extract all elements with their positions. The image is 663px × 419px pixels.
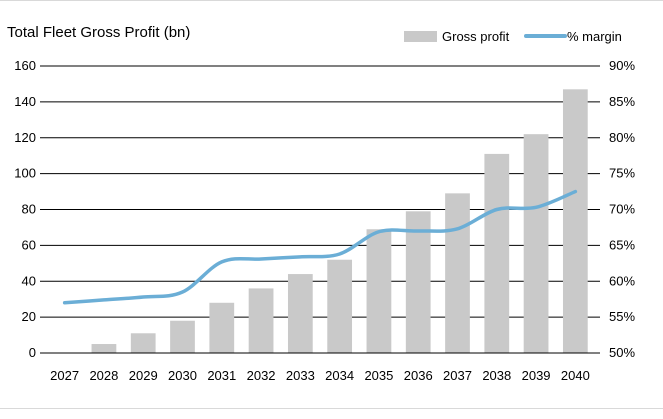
x-tick-label: 2032	[247, 368, 276, 383]
y-right-tick-label: 50%	[609, 345, 635, 360]
bar-2034	[327, 259, 353, 353]
x-tick-label: 2040	[561, 368, 590, 383]
bars	[91, 89, 588, 353]
margin-line	[62, 189, 578, 305]
bar-2032	[248, 288, 274, 353]
chart-title: Total Fleet Gross Profit (bn)	[7, 24, 190, 41]
bar-2033	[287, 274, 313, 353]
y-left-tick-label: 160	[14, 58, 36, 73]
tick-labels: 02040608010012014016050%55%60%65%70%75%8…	[14, 58, 635, 383]
legend-label-gross-profit: Gross profit	[442, 29, 510, 44]
y-right-tick-label: 80%	[609, 130, 635, 145]
y-right-tick-label: 65%	[609, 237, 635, 252]
bar-2040	[562, 89, 588, 353]
bar-2030	[170, 320, 195, 353]
y-right-tick-label: 60%	[609, 273, 635, 288]
bar-2031	[209, 302, 235, 353]
bar-2038	[484, 153, 510, 353]
x-tick-label: 2038	[482, 368, 511, 383]
y-left-tick-label: 40	[22, 273, 36, 288]
bar-2035	[366, 229, 392, 353]
legend-label-margin: % margin	[567, 29, 622, 44]
x-tick-label: 2035	[364, 368, 393, 383]
x-tick-label: 2031	[207, 368, 236, 383]
y-left-tick-label: 120	[14, 130, 36, 145]
x-tick-label: 2028	[89, 368, 118, 383]
x-tick-label: 2037	[443, 368, 472, 383]
legend-swatch-gross-profit	[404, 31, 437, 42]
y-right-tick-label: 90%	[609, 58, 635, 73]
x-tick-label: 2034	[325, 368, 354, 383]
y-left-tick-label: 20	[22, 309, 36, 324]
y-left-tick-label: 60	[22, 237, 36, 252]
gridlines	[45, 65, 595, 318]
x-tick-label: 2033	[286, 368, 315, 383]
y-left-tick-label: 100	[14, 166, 36, 181]
x-tick-label: 2039	[522, 368, 551, 383]
bar-2037	[445, 193, 470, 353]
bar-2028	[91, 344, 117, 353]
y-left-tick-label: 0	[29, 345, 36, 360]
bottom-border	[0, 408, 663, 409]
legend: Gross profit % margin	[404, 29, 622, 44]
y-right-tick-label: 55%	[609, 309, 635, 324]
bar-2029	[130, 333, 156, 353]
y-left-tick-label: 140	[14, 94, 36, 109]
x-tick-label: 2027	[50, 368, 79, 383]
y-left-tick-label: 80	[22, 202, 36, 217]
y-right-tick-label: 75%	[609, 166, 635, 181]
x-tick-label: 2036	[404, 368, 433, 383]
x-tick-label: 2030	[168, 368, 197, 383]
y-right-tick-label: 70%	[609, 202, 635, 217]
y-right-tick-label: 85%	[609, 94, 635, 109]
margin-line-path	[62, 189, 578, 305]
x-tick-label: 2029	[129, 368, 158, 383]
bar-2039	[523, 134, 549, 353]
bar-2036	[405, 211, 431, 353]
top-border	[0, 0, 663, 1]
axes	[40, 65, 600, 354]
